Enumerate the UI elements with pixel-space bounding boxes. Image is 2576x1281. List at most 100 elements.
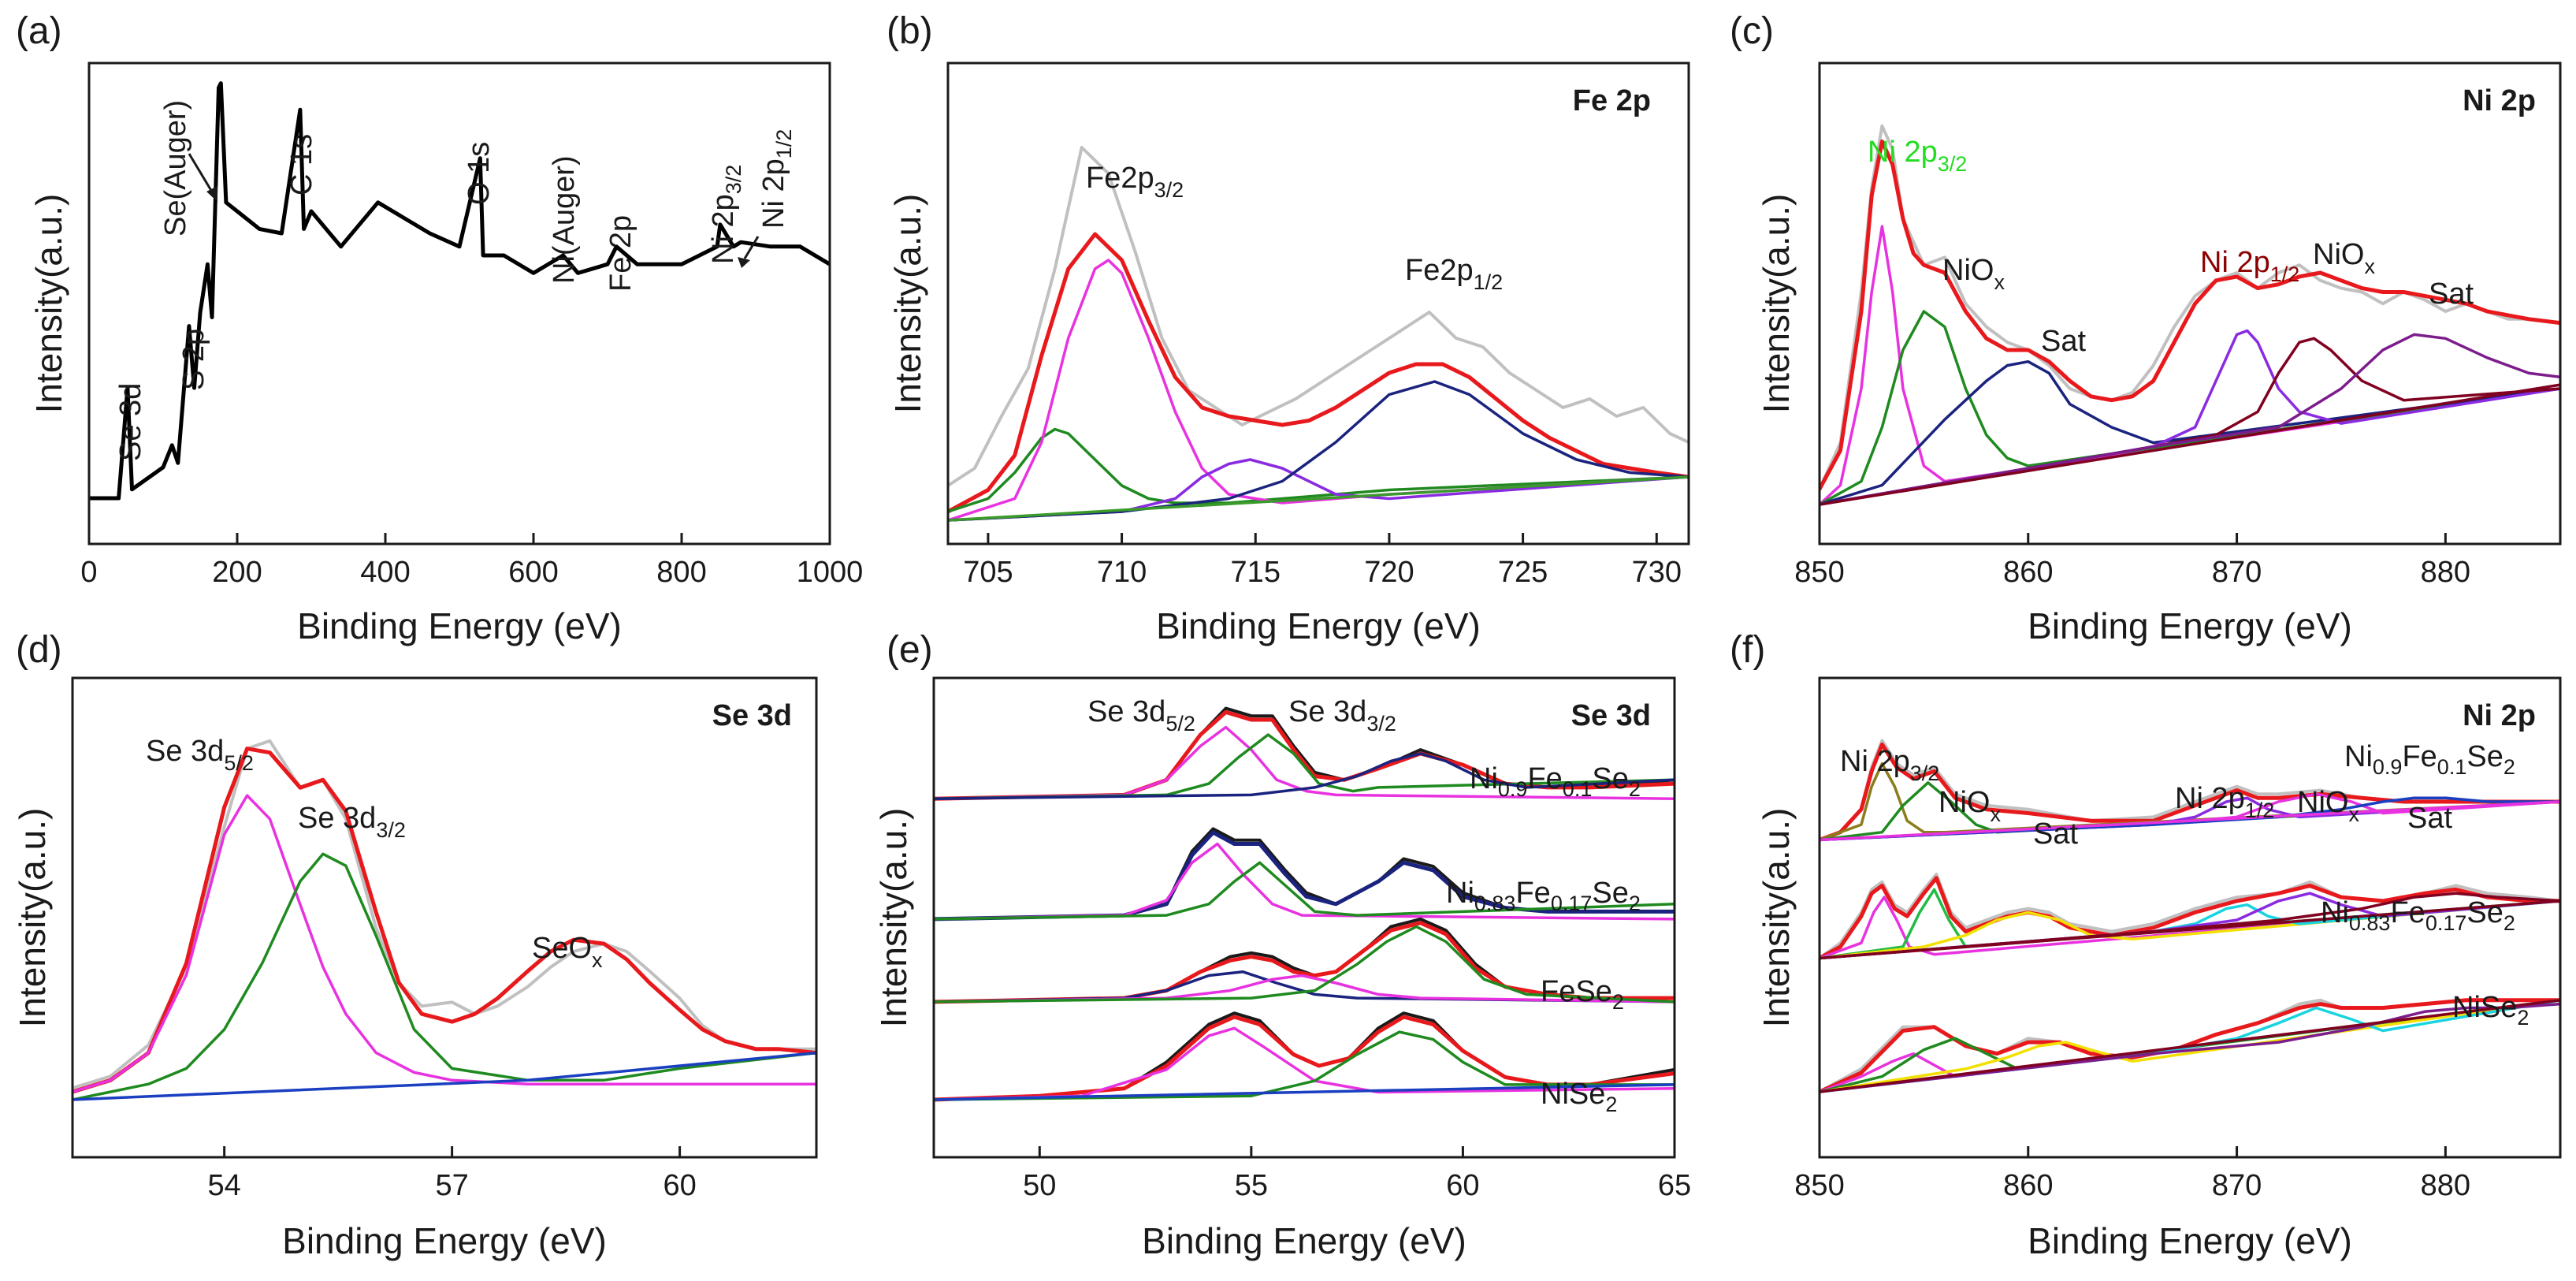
panel-f-niox2-label: NiOx <box>2297 786 2359 826</box>
panel-c-tick-label: 850 <box>1794 556 1844 589</box>
panel-a-frame <box>87 61 831 546</box>
panel-b-tick-label: 705 <box>963 556 1013 589</box>
panel-d-3d32-label: Se 3d3/2 <box>298 802 406 842</box>
panel-e-series-background <box>934 1083 1675 1101</box>
panel-e-series-ni0-83fe0-17se2-fit <box>934 830 1675 922</box>
panel-e-tick-label: 60 <box>1446 1169 1479 1202</box>
panel-c-curves <box>1820 124 2560 506</box>
panel-f-tick-label: 880 <box>2421 1169 2470 1202</box>
panel-d-label: (d) <box>16 629 62 671</box>
panel-a-s2p-label: S 2p <box>177 329 210 390</box>
panel-c-niox2-label: NiOx <box>2313 238 2375 278</box>
panel-e-series-nise2-3d5-2 <box>934 1026 1675 1101</box>
panel-e-sample-1-label: Ni0.9Fe0.1Se2 <box>1470 762 1641 801</box>
panel-a-o1s-label: O 1s <box>463 142 496 205</box>
panel-d-y-axis-label: Intensity(a.u.) <box>12 808 53 1028</box>
panel-b-tick-label: 710 <box>1097 556 1147 589</box>
panel-e-series-fese2-seox <box>934 925 1675 1004</box>
panel-b-y-axis-label: Intensity(a.u.) <box>887 194 928 414</box>
panel-a: (a) 0 200 400 600 800 1000 Binding Energ… <box>16 10 863 646</box>
panel-d-series-raw <box>72 739 816 1090</box>
panel-b-series-raw <box>948 146 1689 487</box>
panel-a-tick-label: 200 <box>212 556 262 589</box>
panel-d-x-axis-label: Binding Energy (eV) <box>282 1220 607 1261</box>
panel-e-tick-label: 50 <box>1023 1169 1056 1202</box>
panel-f-sat-label: Sat <box>2033 817 2078 851</box>
panel-b-fe2p32-label: Fe2p3/2 <box>1086 162 1184 202</box>
panel-d-title: Se 3d <box>712 699 792 732</box>
panel-c-title: Ni 2p <box>2463 84 2536 117</box>
panel-e-tick-label: 65 <box>1658 1169 1691 1202</box>
panel-d-tick-label: 57 <box>435 1169 468 1202</box>
panel-e: (e) Se 3d 50 55 60 65 Binding Energy (eV) I… <box>873 629 1691 1261</box>
panel-c-series-sat-2 <box>1820 333 2560 506</box>
panel-d-3d52-label: Se 3d5/2 <box>146 735 254 775</box>
panel-e-x-ticks: 50 55 60 65 <box>1023 1146 1691 1202</box>
panel-a-c1s-label: C 1s <box>285 134 318 196</box>
panel-b-frame <box>946 61 1690 546</box>
panel-f-sample-3-label: NiSe2 <box>2452 991 2529 1030</box>
panel-f-tick-label: 850 <box>1794 1169 1844 1202</box>
panel-a-tick-label: 400 <box>360 556 410 589</box>
panel-b-series-background <box>948 475 1689 522</box>
panel-b-x-ticks: 705 710 715 720 725 730 <box>963 533 1682 589</box>
panel-a-se-auger-arrow <box>188 153 214 194</box>
panel-a-x-axis-label: Binding Energy (eV) <box>297 605 622 646</box>
panel-b-fe2p12-label: Fe2p1/2 <box>1405 254 1503 294</box>
panel-a-se-auger-arrow-head <box>206 186 217 202</box>
panel-d-series-fit <box>72 747 816 1094</box>
panel-f-series-ni0-83fe0-17se2-background <box>1820 899 2560 960</box>
panel-a-ni-auger-label: Ni(Auger) <box>548 155 581 284</box>
panel-a-x-ticks <box>87 533 831 544</box>
panel-d-x-ticks: 54 57 60 <box>208 1146 697 1202</box>
panel-f-y-axis-label: Intensity(a.u.) <box>1756 808 1797 1028</box>
panel-f-x-axis-label: Binding Energy (eV) <box>2028 1220 2352 1261</box>
panel-b-tick-label: 725 <box>1498 556 1548 589</box>
panel-f-sample-2-label: Ni0.83Fe0.17Se2 <box>2321 896 2515 935</box>
panel-e-series-nise2-fit <box>934 1015 1675 1102</box>
panel-f: (f) Ni 2p 850 860 870 880 Binding Energy (e… <box>1730 629 2562 1261</box>
panel-f-series-ni0-83fe0-17se2-ni2p3-2 <box>1820 896 2560 960</box>
panel-c-series-sat <box>1820 359 2560 506</box>
panel-b-title: Fe 2p <box>1573 84 1651 117</box>
panel-f-x-ticks: 850 860 870 880 <box>1794 1146 2470 1202</box>
panel-f-tick-label: 860 <box>2003 1169 2053 1202</box>
panel-f-series-nise2-background <box>1820 999 2560 1093</box>
panel-f-label: (f) <box>1730 629 1765 671</box>
panel-f-sat2-label: Sat <box>2407 802 2452 835</box>
panel-c-series-ni-2p1-2 <box>1820 329 2560 506</box>
panel-e-sample-4-label: NiSe2 <box>1541 1078 1617 1116</box>
panel-e-sample-2-label: Ni0.83Fe0.17Se2 <box>1446 877 1641 915</box>
panel-f-series-nise2-sat <box>1820 999 2560 1093</box>
panel-a-ni2p32-label: Ni 2p3/2 <box>707 165 745 264</box>
panel-f-ni2p12-label: Ni 2p1/2 <box>2175 782 2274 822</box>
panel-e-frame <box>932 676 1676 1159</box>
panel-e-series-fese2-3d5-2 <box>934 970 1675 1004</box>
panel-a-series-survey <box>89 81 830 501</box>
panel-f-sample-1-label: Ni0.9Fe0.1Se2 <box>2344 740 2515 779</box>
panel-a-label: (a) <box>16 10 62 52</box>
panel-e-series-ni0-83fe0-17se2-3d5-2 <box>934 842 1675 921</box>
panel-d-tick-label: 60 <box>663 1169 696 1202</box>
panel-f-series-ni0-83fe0-17se2-sat <box>1820 899 2560 960</box>
panel-c-x-ticks: 850 860 870 880 <box>1794 533 2470 589</box>
panel-e-tick-label: 55 <box>1235 1169 1268 1202</box>
panel-c-sat-label: Sat <box>2041 325 2086 358</box>
panel-a-se3d-label: Se 3d <box>114 383 147 461</box>
panel-d-seox-label: SeOx <box>532 932 603 972</box>
panel-c-tick-label: 870 <box>2212 556 2262 589</box>
panel-e-title: Se 3d <box>1571 699 1651 732</box>
panel-b-series-fit <box>948 232 1689 514</box>
panel-c-series-niox-2 <box>1820 337 2560 506</box>
panel-a-tick-label: 600 <box>508 556 558 589</box>
panel-d-tick-label: 54 <box>208 1169 241 1202</box>
panel-a-tick-label: 0 <box>80 556 97 589</box>
panel-d: (d) Se 3d 54 57 60 Binding Energy (eV) Int… <box>12 629 818 1261</box>
panel-e-x-axis-label: Binding Energy (eV) <box>1142 1220 1466 1261</box>
panel-e-label: (e) <box>887 629 933 671</box>
panel-c-ni2p32-label: Ni 2p3/2 <box>1868 136 1967 176</box>
panel-a-curves <box>89 81 830 501</box>
panel-c-sat2-label: Sat <box>2429 277 2474 311</box>
panel-b-curves <box>948 146 1689 522</box>
